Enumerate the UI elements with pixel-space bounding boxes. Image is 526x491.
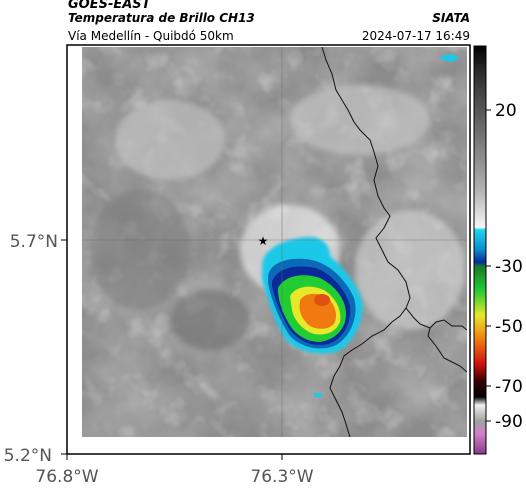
satellite-title: GOES-EAST xyxy=(68,0,151,12)
lat-tick-label: 5.7°N xyxy=(10,232,58,252)
colorbar-tick-label: -90 xyxy=(495,412,523,432)
department-boundary xyxy=(321,47,411,437)
timestamp: 2024-07-17 16:49 xyxy=(361,29,470,43)
product-title: Temperatura de Brillo CH13 xyxy=(68,11,255,25)
lat-tick-label: 5.2°N xyxy=(4,446,52,466)
colorbar-tick-label: -50 xyxy=(495,317,523,337)
lon-tick-label: 76.3°W xyxy=(250,467,313,487)
source-label: SIATA xyxy=(432,11,470,25)
colorbar: 20 -30 -50 -70 -90 xyxy=(473,45,523,455)
star-icon: ★ xyxy=(258,234,269,248)
storm-cell xyxy=(262,236,363,354)
lon-tick-label: 76.8°W xyxy=(35,467,98,487)
colorbar-tick-label: -30 xyxy=(495,257,523,277)
colorbar-tick-label: 20 xyxy=(495,101,517,121)
colorbar-tick-label: -70 xyxy=(495,377,523,397)
region-label: Vía Medellín - Quibdó 50km xyxy=(68,29,234,43)
